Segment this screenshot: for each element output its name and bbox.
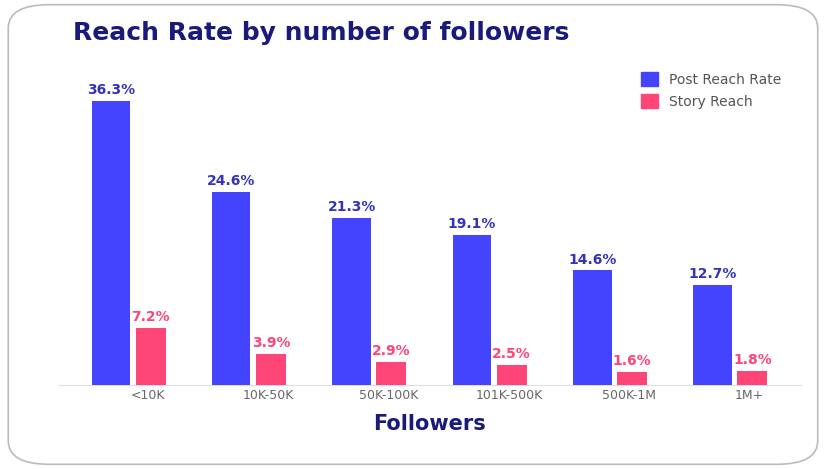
Bar [135, 328, 166, 385]
Bar [256, 354, 286, 385]
Bar [617, 372, 647, 385]
X-axis label: Followers: Followers [373, 414, 486, 433]
Text: 19.1%: 19.1% [448, 217, 496, 231]
Text: 1.6%: 1.6% [613, 354, 652, 368]
Text: 2.5%: 2.5% [492, 347, 531, 361]
Bar [738, 371, 767, 385]
Text: 36.3%: 36.3% [87, 83, 135, 97]
Text: Reach Rate by number of followers: Reach Rate by number of followers [73, 21, 569, 45]
Text: 3.9%: 3.9% [252, 336, 290, 350]
Text: 1.8%: 1.8% [733, 353, 771, 367]
Text: 12.7%: 12.7% [689, 267, 737, 281]
Bar [212, 192, 250, 385]
Bar [496, 365, 527, 385]
Text: 7.2%: 7.2% [131, 310, 170, 325]
Text: 24.6%: 24.6% [207, 174, 255, 189]
Legend: Post Reach Rate, Story Reach: Post Reach Rate, Story Reach [636, 67, 787, 114]
Bar [573, 271, 611, 385]
Bar [693, 285, 732, 385]
Text: 2.9%: 2.9% [372, 344, 411, 358]
Bar [453, 235, 491, 385]
Text: 14.6%: 14.6% [568, 252, 616, 266]
Bar [377, 362, 406, 385]
Bar [332, 218, 371, 385]
Text: 21.3%: 21.3% [327, 200, 376, 214]
Bar [92, 101, 131, 385]
